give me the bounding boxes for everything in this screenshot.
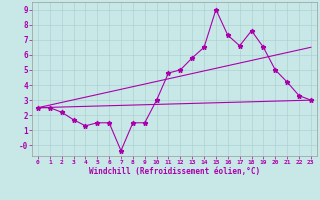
X-axis label: Windchill (Refroidissement éolien,°C): Windchill (Refroidissement éolien,°C) — [89, 167, 260, 176]
